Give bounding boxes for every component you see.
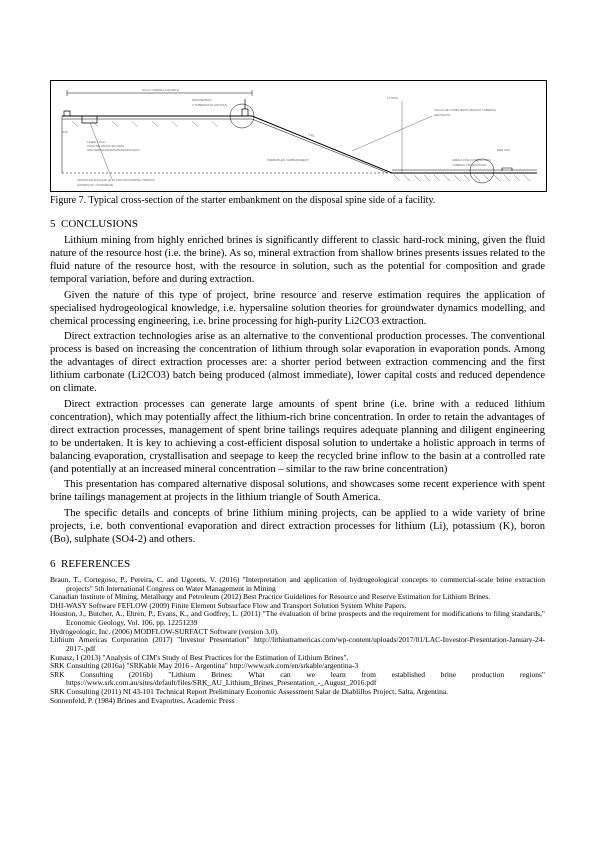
cross-section-figure: 20.3m TUBERIA FLEXIBLE 2 TUBERIAS PLASTI… [50, 80, 547, 192]
gravel-label: CAPA DE GRAVA 30 CTMS. [87, 144, 125, 148]
soil-label: SOIL EMPALZADA/SM/GM/GR/SUELO [87, 148, 141, 152]
para: Lithium mining from highly enriched brin… [50, 234, 545, 287]
section-num: 5 [50, 218, 56, 230]
reference-item: Sonnenfeld, P. (1984) Brines and Evapori… [50, 697, 545, 706]
terraplen-label: TERRAPLEN / EMBANKMENT [267, 158, 309, 162]
reference-item: Braun, T., Cortegoso, P., Pereira, C. an… [50, 576, 545, 593]
references-list: Braun, T., Cortegoso, P., Pereira, C. an… [50, 576, 545, 705]
top-dim-label: 20.3m TUBERIA FLEXIBLE [142, 88, 179, 92]
para: Direct extraction technologies arise as … [50, 330, 545, 396]
cross-section-svg: 20.3m TUBERIA FLEXIBLE 2 TUBERIAS PLASTI… [51, 81, 546, 191]
arena-label: ARENA FINA COMPACTADA [452, 158, 491, 162]
section-title: CONCLUSIONS [61, 218, 138, 230]
mata-label: MATA BRISAS [192, 98, 212, 102]
slope-label: 1:45 [308, 132, 315, 138]
geotextile-label: GEOTEXTIL [434, 113, 451, 117]
reference-item: SRK Consulting (2016b) "Lithium Brines: … [50, 671, 545, 688]
tuberia-label: 2 TUBERIAS PLASTICAS [192, 103, 227, 107]
para: Direct extraction processes can generate… [50, 398, 545, 477]
conclusions-heading: 5 CONCLUSIONS [50, 218, 545, 230]
elev-label: 1775.50 [387, 96, 398, 100]
para: The specific details and concepts of bri… [50, 507, 545, 546]
para: This presentation has compared alternati… [50, 478, 545, 504]
section-title: REFERENCES [61, 558, 130, 570]
dim030-label: 0.30 [62, 130, 68, 134]
references-heading: 6 REFERENCES [50, 558, 545, 570]
hormigon-label: HORMIGON / CONCRETE [77, 183, 113, 187]
reference-item: Houston, J., Butcher, A., Ehren, P., Eva… [50, 610, 545, 627]
reference-item: Lithium Americas Corporation (2017) "Inv… [50, 636, 545, 653]
figure-caption: Figure 7. Typical cross-section of the s… [50, 195, 545, 206]
para: Given the nature of this type of project… [50, 289, 545, 328]
erroff-label: ERR OFF [497, 148, 510, 152]
tubcomp-label: TUBERIA COMPACTADA [452, 163, 486, 167]
section-num: 6 [50, 558, 56, 570]
medium-label: TALUD DE COMPUESTO (BANCO TUBERIA) [434, 108, 496, 112]
anclaje-label: ZAPATA DE ANCLAJE (E:40 CM) /ANCHORING T… [77, 178, 155, 182]
